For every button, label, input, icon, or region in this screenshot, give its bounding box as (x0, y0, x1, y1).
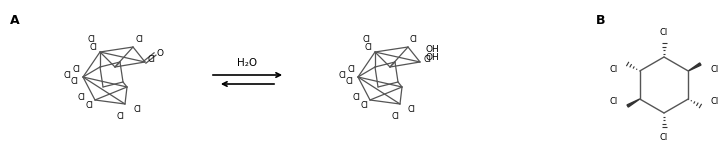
Text: Cl: Cl (360, 101, 368, 110)
Text: Cl: Cl (408, 104, 416, 113)
Polygon shape (688, 63, 701, 71)
Text: Cl: Cl (87, 35, 95, 44)
Text: O: O (157, 49, 163, 58)
Text: Cl: Cl (347, 64, 355, 73)
Text: A: A (10, 14, 20, 27)
Text: Cl: Cl (423, 54, 431, 63)
Text: OH: OH (425, 53, 439, 62)
Text: Cl: Cl (148, 54, 156, 63)
Text: OH: OH (425, 45, 439, 54)
Text: Cl: Cl (610, 96, 618, 105)
Text: Cl: Cl (710, 96, 719, 105)
Text: H₂O: H₂O (237, 58, 258, 68)
Text: Cl: Cl (72, 64, 80, 73)
Text: B: B (596, 14, 605, 27)
Text: Cl: Cl (364, 42, 372, 51)
Text: Cl: Cl (338, 72, 346, 81)
Text: Cl: Cl (63, 72, 71, 81)
Text: Cl: Cl (133, 104, 141, 113)
Text: Cl: Cl (116, 112, 124, 121)
Text: Cl: Cl (345, 78, 353, 86)
Text: Cl: Cl (610, 64, 618, 73)
Text: Cl: Cl (710, 64, 719, 73)
Text: Cl: Cl (362, 35, 370, 44)
Text: Cl: Cl (77, 93, 85, 102)
Text: Cl: Cl (660, 133, 668, 142)
Text: Cl: Cl (410, 34, 418, 43)
Polygon shape (627, 99, 640, 107)
Text: Cl: Cl (660, 28, 668, 37)
Text: Cl: Cl (70, 78, 78, 86)
Text: Cl: Cl (391, 112, 399, 121)
Text: Cl: Cl (135, 34, 143, 43)
Text: Cl: Cl (89, 42, 97, 51)
Text: Cl: Cl (85, 101, 93, 110)
Text: Cl: Cl (352, 93, 360, 102)
